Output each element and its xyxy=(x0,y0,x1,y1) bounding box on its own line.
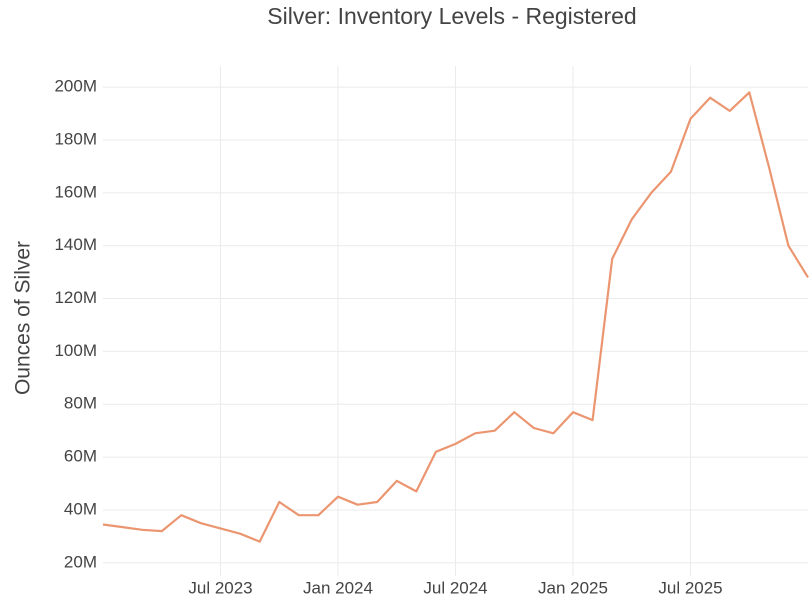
y-axis-label: Ounces of Silver xyxy=(12,241,35,395)
y-tick-label: 160M xyxy=(54,182,97,201)
y-tick-label: 120M xyxy=(54,288,97,307)
x-tick-label: Jul 2023 xyxy=(188,578,252,597)
x-tick-label: Jul 2024 xyxy=(423,578,487,597)
y-tick-label: 100M xyxy=(54,341,97,360)
x-tick-label: Jul 2025 xyxy=(658,578,722,597)
y-tick-label: 180M xyxy=(54,129,97,148)
x-tick-label: Jan 2024 xyxy=(303,578,373,597)
y-tick-label: 60M xyxy=(64,447,97,466)
y-tick-label: 20M xyxy=(64,552,97,571)
x-tick-label: Jan 2025 xyxy=(538,578,608,597)
y-tick-label: 80M xyxy=(64,394,97,413)
chart-title: Silver: Inventory Levels - Registered xyxy=(267,3,636,29)
series-line xyxy=(102,91,809,543)
y-tick-label: 200M xyxy=(54,77,97,96)
y-tick-label: 140M xyxy=(54,235,97,254)
y-tick-label: 40M xyxy=(64,499,97,518)
